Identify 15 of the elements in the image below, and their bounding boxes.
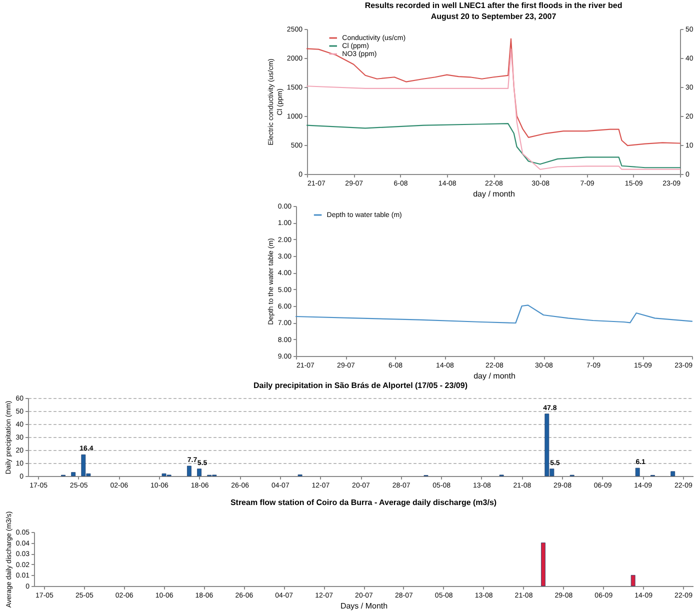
line-series xyxy=(306,122,681,168)
bar xyxy=(187,466,192,476)
bar xyxy=(670,471,676,476)
x-axis-title: Days / Month xyxy=(340,602,388,610)
bar xyxy=(635,468,640,476)
line-series xyxy=(306,48,681,170)
bar xyxy=(71,472,76,476)
line-series xyxy=(295,304,693,324)
chart-title: Stream flow station of Coiro da Burra - Average daily discharge (m3/s) xyxy=(230,498,497,507)
chart-subtitle: August 20 to September 23, 2007 xyxy=(430,12,557,21)
chart-title: Daily precipitation in São Brás de Alportel (17/05 - 23/09) xyxy=(254,381,468,390)
chart-title: Results recorded in well LNEC1 after the first floods in the river bed xyxy=(364,1,622,10)
x-axis-title: day / month xyxy=(473,190,515,198)
x-axis-title: day / month xyxy=(474,372,516,380)
bar xyxy=(197,468,202,476)
